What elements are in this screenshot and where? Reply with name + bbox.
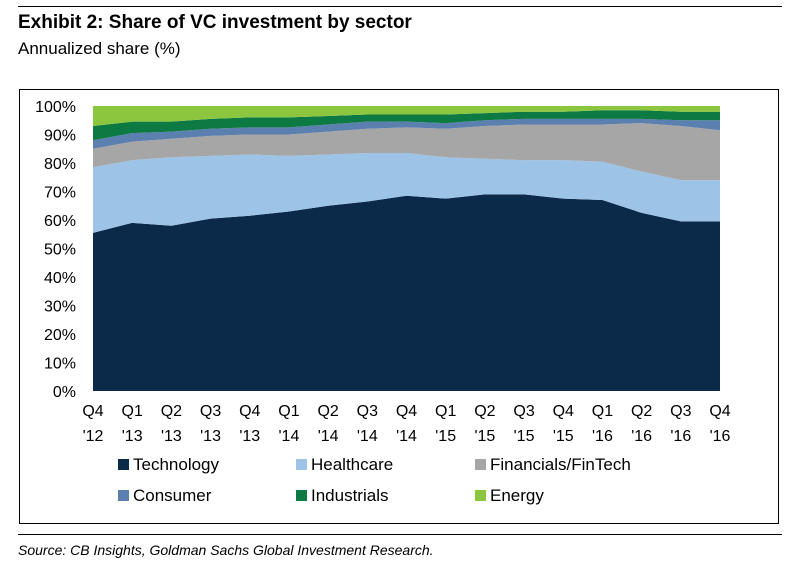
x-tick-label: Q3'16 [670, 403, 691, 445]
bottom-rule [18, 534, 782, 535]
x-tick-label: Q1'14 [278, 403, 299, 445]
x-tick-label: Q2'13 [161, 403, 182, 445]
area-industrials [93, 110, 720, 141]
legend-swatch-industrials [296, 490, 307, 501]
legend-swatch-energy [475, 490, 486, 501]
area-technology [93, 194, 720, 391]
x-tick-label: Q4'12 [82, 403, 103, 445]
legend-swatch-technology [118, 459, 129, 470]
area-healthcare [93, 153, 720, 233]
legend-swatch-healthcare [296, 459, 307, 470]
legend-label-consumer: Consumer [133, 486, 212, 505]
chart-subtitle: Annualized share (%) [18, 39, 181, 58]
x-tick-label: Q4'14 [396, 403, 417, 445]
legend-label-energy: Energy [490, 486, 544, 505]
y-tick-label: 10% [44, 356, 76, 373]
x-tick-label: Q1'15 [435, 403, 456, 445]
area-consumer [93, 118, 720, 149]
area-energy [93, 106, 720, 126]
y-tick-label: 80% [44, 156, 76, 173]
y-tick-label: 0% [53, 384, 76, 401]
x-tick-label: Q2'15 [474, 403, 495, 445]
chart-title: Exhibit 2: Share of VC investment by sec… [18, 12, 412, 33]
x-tick-label: Q2'16 [631, 403, 652, 445]
legend: Technology Healthcare Financials/FinTech Co… [118, 455, 631, 505]
x-tick-label: Q3'15 [513, 403, 534, 445]
x-tick-label: Q3'13 [200, 403, 221, 445]
y-tick-label: 30% [44, 299, 76, 316]
top-rule [18, 6, 782, 7]
y-tick-label: 20% [44, 327, 76, 344]
chart-frame [19, 89, 779, 524]
y-tick-label: 70% [44, 185, 76, 202]
legend-swatch-consumer [118, 490, 129, 501]
y-tick-label: 40% [44, 270, 76, 287]
y-axis-ticks: 0% 10% 20% 30% 40% 50% 60% 70% 80% 90% 100% [35, 99, 76, 401]
legend-label-financials-fintech: Financials/FinTech [490, 455, 631, 474]
y-tick-label: 60% [44, 213, 76, 230]
x-tick-label: Q1'13 [122, 403, 143, 445]
legend-label-industrials: Industrials [311, 486, 388, 505]
area-financials-fintech [93, 123, 720, 181]
area-layers [93, 106, 720, 391]
x-axis-ticks: Q4'12 Q1'13 Q2'13 Q3'13 Q4'13 Q1'14 Q2'14 Q3'14… [82, 403, 730, 445]
y-tick-label: 90% [44, 128, 76, 145]
legend-label-technology: Technology [133, 455, 220, 474]
x-tick-label: Q2'14 [317, 403, 338, 445]
legend-label-healthcare: Healthcare [311, 455, 393, 474]
y-tick-label: 50% [44, 242, 76, 259]
y-tick-label: 100% [35, 99, 76, 116]
x-tick-label: Q4'16 [709, 403, 730, 445]
x-tick-label: Q3'14 [357, 403, 378, 445]
source-note: Source: CB Insights, Goldman Sachs Globa… [18, 542, 434, 558]
x-tick-label: Q4'13 [239, 403, 260, 445]
x-tick-label: Q1'16 [592, 403, 613, 445]
x-tick-label: Q4'15 [553, 403, 574, 445]
legend-swatch-financials-fintech [475, 459, 486, 470]
